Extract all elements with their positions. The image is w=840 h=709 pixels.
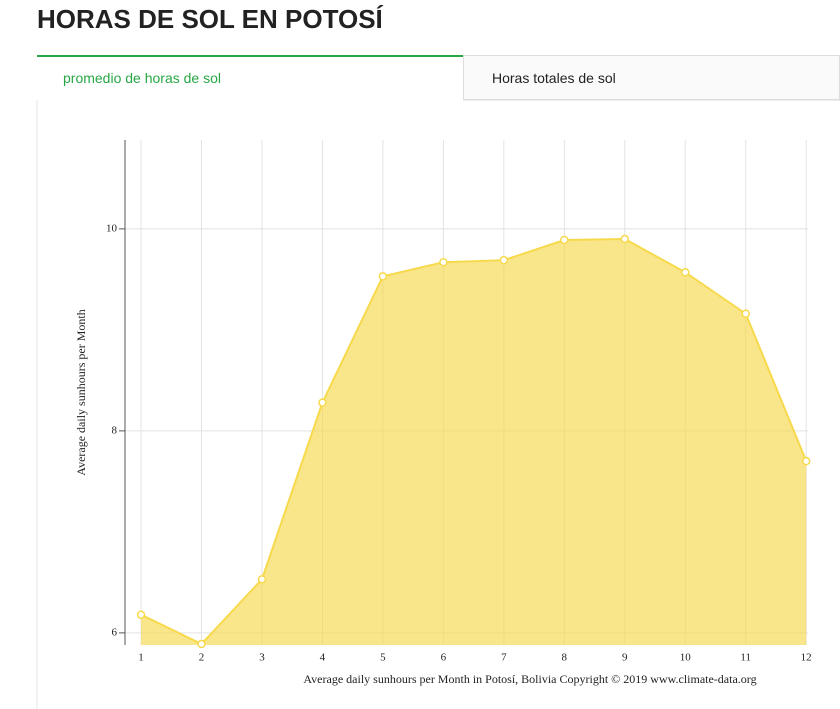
x-tick-label: 1 bbox=[138, 652, 144, 664]
x-tick-label: 3 bbox=[259, 652, 265, 664]
x-tick-label: 8 bbox=[562, 652, 568, 664]
data-point bbox=[378, 272, 388, 281]
x-tick-label: 5 bbox=[380, 652, 386, 664]
data-point bbox=[197, 639, 206, 649]
data-point bbox=[560, 235, 569, 245]
data-point bbox=[318, 398, 327, 407]
data-point bbox=[801, 456, 811, 466]
data-point bbox=[257, 575, 267, 584]
x-tick-label: 10 bbox=[680, 652, 692, 664]
data-point bbox=[136, 610, 146, 619]
data-point bbox=[620, 234, 630, 244]
y-tick-label: 6 bbox=[112, 626, 118, 638]
tab[interactable]: Horas totales de sol bbox=[463, 55, 840, 100]
x-tick-label: 6 bbox=[441, 652, 447, 664]
x-tick-label: 11 bbox=[740, 652, 751, 664]
y-axis-label: Average daily sunhours per Month bbox=[74, 309, 88, 475]
data-point bbox=[499, 255, 509, 265]
x-axis-label: Average daily sunhours per Month in Poto… bbox=[303, 672, 756, 686]
data-point bbox=[439, 257, 448, 267]
tab[interactable]: promedio de horas de sol bbox=[37, 55, 463, 100]
x-tick-label: 12 bbox=[801, 652, 812, 664]
y-tick-label: 8 bbox=[112, 424, 118, 436]
x-tick-label: 9 bbox=[622, 652, 628, 664]
x-tick-label: 4 bbox=[320, 652, 326, 664]
page-title: HORAS DE SOL EN POTOSÍ bbox=[37, 4, 383, 34]
x-tick-label: 2 bbox=[199, 652, 205, 664]
data-point bbox=[680, 268, 690, 277]
area-line bbox=[140, 237, 808, 646]
y-tick-label: 10 bbox=[106, 222, 118, 234]
x-tick-label: 7 bbox=[501, 652, 507, 664]
area-fill bbox=[141, 238, 807, 646]
data-point bbox=[741, 309, 750, 318]
